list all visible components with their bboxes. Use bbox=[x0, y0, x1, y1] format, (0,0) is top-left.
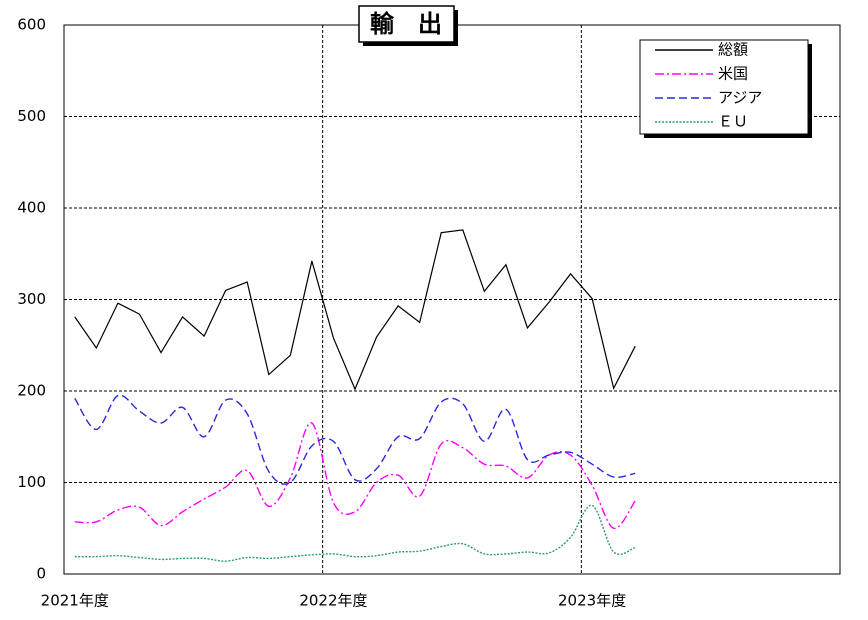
x-tick-label: 2021年度 bbox=[41, 592, 109, 610]
y-tick-label: 300 bbox=[17, 290, 46, 308]
legend-label: 総額 bbox=[718, 41, 748, 59]
title-box bbox=[358, 5, 455, 43]
y-tick-label: 200 bbox=[17, 382, 46, 400]
x-tick-label: 2023年度 bbox=[558, 592, 626, 610]
lines-layer bbox=[74, 229, 636, 562]
y-tick-label: 400 bbox=[17, 199, 46, 217]
x-tick-label: 2022年度 bbox=[299, 592, 367, 610]
series-line bbox=[74, 229, 636, 391]
chart-title: 輸 出 bbox=[370, 10, 442, 38]
legend-label: ＥＵ bbox=[718, 113, 748, 131]
legend-label: アジア bbox=[718, 89, 762, 107]
y-tick-label: 0 bbox=[36, 565, 46, 583]
y-tick-label: 600 bbox=[17, 16, 46, 34]
y-tick-label: 100 bbox=[17, 473, 46, 491]
series-line bbox=[74, 394, 636, 485]
legend-label: 米国 bbox=[718, 65, 748, 83]
y-tick-label: 500 bbox=[17, 107, 46, 125]
series-line bbox=[74, 422, 636, 529]
series-line bbox=[74, 504, 636, 562]
legend-box bbox=[639, 39, 809, 135]
